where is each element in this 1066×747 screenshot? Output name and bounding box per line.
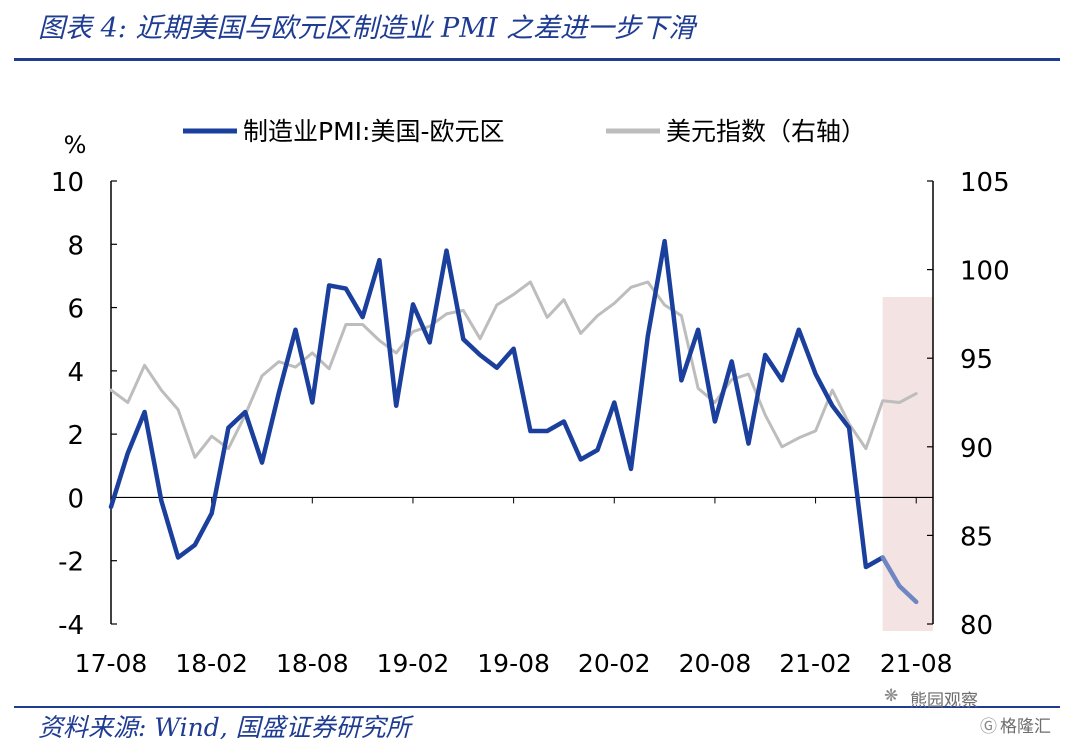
shaded-period [882,297,933,631]
x-tick-label: 21-08 [880,649,953,678]
watermark: ❋ 熊园观察 Ⓖ 格隆汇 [880,684,1060,744]
left-tick-label: 8 [67,231,84,261]
right-tick-label: 95 [960,345,993,375]
left-tick-label: 4 [67,358,84,388]
x-tick-label: 20-02 [578,649,651,678]
axis-labels: -4 -2 0 2 4 6 8 10 80 85 90 95 100 105% 17-08 18-02 18-0… [51,131,1010,678]
figure-title: 图表 4: 近期美国与欧元区制造业 PMI 之差进一步下滑 [38,13,696,44]
legend-label-dollar: 美元指数（右轴） [666,117,866,146]
pmi-diff-recent-line [880,555,919,605]
watermark-line1: 熊园观察 [910,691,978,711]
source-note: 资料来源: Wind, 国盛证券研究所 [38,713,411,742]
left-tick-label: 0 [67,484,84,514]
left-tick-label: 6 [67,295,84,325]
series-layer [108,238,919,605]
right-tick-label: 100 [960,257,1010,287]
title-divider [14,58,1060,61]
legend-label-pmi: 制造业PMI:美国-欧元区 [243,117,504,146]
x-tick-label: 18-02 [175,649,248,678]
dollar-index-line [109,280,918,459]
wechat-icon: ❋ [884,686,899,706]
x-tick-label: 20-08 [679,649,752,678]
x-tick-label: 17-08 [75,649,148,678]
source-divider [14,706,1060,708]
left-tick-label: -2 [58,548,84,578]
x-tick-label: 19-08 [477,649,550,678]
x-tick-label: 18-08 [276,649,349,678]
watermark-line2: 格隆汇 [1000,717,1051,737]
x-tick-label: 21-02 [779,649,852,678]
x-tick-label: 19-02 [377,649,450,678]
pmi-diff-line [108,238,885,570]
left-tick-label: 10 [51,168,84,198]
gelonghui-icon: Ⓖ [980,717,997,737]
right-tick-label: 105 [960,168,1010,198]
left-tick-label: -4 [58,611,84,641]
pmi-dollar-chart: 制造业PMI:美国-欧元区 美元指数（右轴） -4 -2 0 2 4 6 8 10 80 85 90 9… [51,117,1010,678]
right-tick-label: 80 [960,611,993,641]
right-tick-label: 90 [960,434,993,464]
left-tick-label: 2 [67,421,84,451]
left-unit-label: % [64,131,87,159]
chart-axes [110,180,934,625]
right-tick-label: 85 [960,522,993,552]
chart-legend: 制造业PMI:美国-欧元区 美元指数（右轴） [183,117,866,146]
